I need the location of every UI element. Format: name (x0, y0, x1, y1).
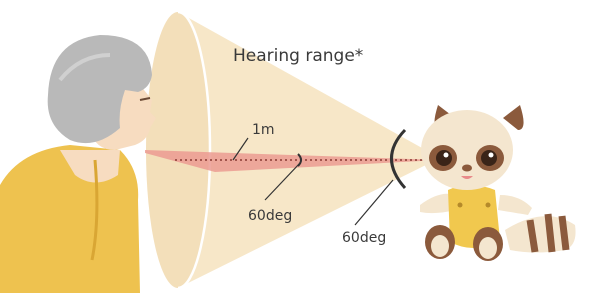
person (0, 35, 156, 293)
angle-label: 60deg (248, 208, 292, 224)
page: {"title": "Hearing range*", "labels": {"… (0, 0, 589, 293)
raccoon-robot (420, 105, 576, 261)
illustration: Hearing range* 1m 60deg 60deg (0, 0, 589, 293)
distance-label: 1m (252, 122, 275, 138)
angle-label: 60deg (342, 230, 386, 246)
title: Hearing range* (233, 46, 363, 66)
